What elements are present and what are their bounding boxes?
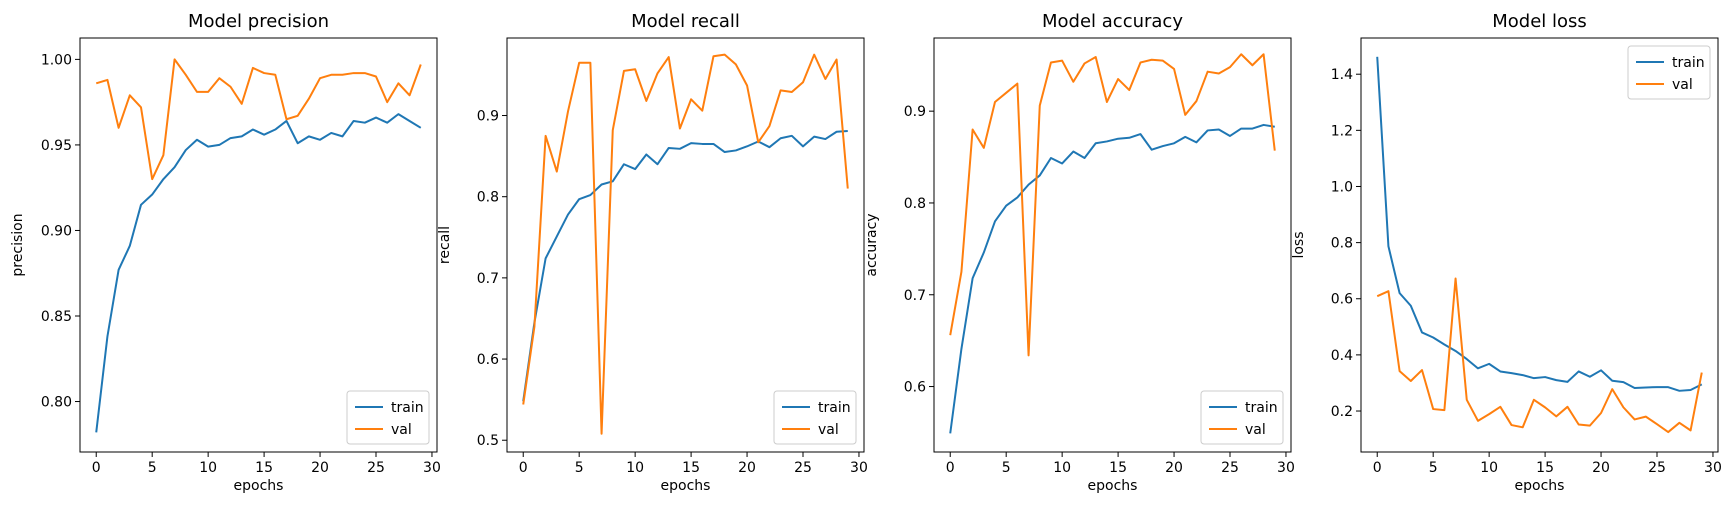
loss-x-tick-label: 0 — [1373, 460, 1382, 476]
loss-y-axis-label: loss — [1291, 231, 1307, 258]
recall-x-tick-label: 15 — [682, 460, 700, 476]
recall-x-tick-label: 5 — [575, 460, 584, 476]
loss-x-tick-label: 25 — [1648, 460, 1666, 476]
accuracy-x-axis-label: epochs — [1088, 478, 1138, 494]
accuracy-series-val-line — [949, 53, 1276, 357]
precision-axes-frame — [79, 37, 438, 453]
accuracy-chart-title: Model accuracy — [1042, 11, 1183, 32]
recall-y-tick-label: 0.5 — [477, 433, 499, 449]
loss-legend: train val — [1627, 45, 1711, 100]
recall-y-tick-label: 0.7 — [477, 271, 499, 287]
precision-x-tick-label: 15 — [255, 460, 273, 476]
precision-x-tick-label: 0 — [92, 460, 101, 476]
precision-legend-box — [346, 390, 430, 445]
precision-x-tick-label: 20 — [311, 460, 329, 476]
loss-y-tick-label: 0.4 — [1331, 348, 1353, 364]
loss-legend-label-train: train — [1672, 55, 1705, 71]
loss-y-tick-label: 0.6 — [1331, 292, 1353, 308]
loss-legend-label-val: val — [1672, 77, 1693, 93]
precision-chart: Model precision 0 5 10 15 20 25 30 0.80 0.85 0.90 0… — [10, 11, 441, 494]
loss-x-tick-label: 30 — [1704, 460, 1722, 476]
accuracy-legend-box — [1200, 390, 1284, 445]
precision-x-tick-label: 5 — [148, 460, 157, 476]
precision-x-tick-label: 30 — [423, 460, 441, 476]
precision-y-tick-label: 1.00 — [41, 52, 72, 68]
accuracy-chart: Model accuracy 0 5 10 15 20 25 30 0.6 0.7 0.8 0.9 ep… — [864, 11, 1295, 494]
accuracy-x-tick-label: 25 — [1221, 460, 1239, 476]
accuracy-x-tick-label: 30 — [1277, 460, 1295, 476]
precision-series-train-line — [95, 113, 422, 433]
recall-series-train-line — [522, 129, 848, 402]
loss-chart: Model loss 0 5 10 15 20 25 30 0.2 0.4 0.6 0.8 1.0 1.2… — [1291, 11, 1722, 494]
precision-x-axis-label: epochs — [234, 478, 284, 494]
recall-y-tick-label: 0.9 — [477, 109, 499, 125]
accuracy-y-tick-label: 0.7 — [904, 288, 926, 304]
loss-x-tick-label: 20 — [1592, 460, 1610, 476]
precision-y-tick-label: 0.85 — [41, 309, 72, 325]
accuracy-y-tick-label: 0.6 — [904, 380, 926, 396]
recall-x-tick-label: 30 — [850, 460, 868, 476]
loss-x-tick-label: 10 — [1480, 460, 1498, 476]
precision-chart-title: Model precision — [188, 11, 329, 32]
loss-y-tick-label: 0.8 — [1331, 236, 1353, 252]
recall-x-tick-label: 0 — [519, 460, 528, 476]
recall-x-tick-label: 25 — [794, 460, 812, 476]
recall-x-tick-label: 20 — [738, 460, 756, 476]
loss-axes-frame — [1360, 37, 1719, 453]
accuracy-y-axis-label: accuracy — [864, 213, 880, 276]
accuracy-x-tick-label: 15 — [1109, 460, 1127, 476]
recall-y-axis-label: recall — [437, 226, 453, 264]
recall-x-tick-label: 10 — [626, 460, 644, 476]
accuracy-legend-label-val: val — [1245, 422, 1266, 438]
accuracy-legend-label-train: train — [1245, 400, 1278, 416]
precision-legend-label-val: val — [391, 422, 412, 438]
precision-x-tick-label: 10 — [199, 460, 217, 476]
accuracy-legend: train val — [1200, 390, 1284, 445]
recall-chart-title: Model recall — [631, 11, 740, 32]
recall-legend: train val — [773, 390, 857, 445]
accuracy-axes-frame — [933, 37, 1292, 453]
loss-y-tick-label: 0.2 — [1331, 404, 1353, 420]
recall-chart: Model recall 0 5 10 15 20 25 30 0.5 0.6 0.7 0.8 0.9 e… — [437, 11, 868, 494]
loss-legend-box — [1627, 45, 1711, 100]
precision-y-tick-label: 0.95 — [41, 138, 72, 154]
loss-chart-title: Model loss — [1492, 11, 1587, 32]
loss-series-val-line — [1376, 277, 1703, 434]
accuracy-x-tick-label: 10 — [1053, 460, 1071, 476]
loss-x-axis-label: epochs — [1515, 478, 1565, 494]
recall-legend-label-train: train — [818, 400, 851, 416]
loss-x-tick-label: 15 — [1536, 460, 1554, 476]
accuracy-x-tick-label: 0 — [946, 460, 955, 476]
recall-y-tick-label: 0.8 — [477, 190, 499, 206]
loss-series-train-line — [1376, 56, 1703, 392]
precision-legend-label-train: train — [391, 400, 424, 416]
accuracy-y-tick-label: 0.9 — [904, 104, 926, 120]
precision-series-val-line — [95, 58, 422, 181]
loss-y-tick-label: 1.4 — [1331, 67, 1353, 83]
precision-legend: train val — [346, 390, 430, 445]
recall-legend-box — [773, 390, 857, 445]
recall-x-axis-label: epochs — [661, 478, 711, 494]
recall-legend-label-val: val — [818, 422, 839, 438]
recall-y-tick-label: 0.6 — [477, 352, 499, 368]
accuracy-series-train-line — [949, 123, 1275, 434]
accuracy-x-tick-label: 20 — [1165, 460, 1183, 476]
loss-x-tick-label: 5 — [1429, 460, 1438, 476]
recall-axes-frame — [506, 37, 865, 453]
accuracy-x-tick-label: 5 — [1002, 460, 1011, 476]
accuracy-y-tick-label: 0.8 — [904, 196, 926, 212]
precision-y-axis-label: precision — [10, 213, 26, 276]
loss-y-tick-label: 1.0 — [1331, 179, 1353, 195]
recall-series-val-line — [522, 53, 849, 435]
precision-y-tick-label: 0.90 — [41, 223, 72, 239]
precision-y-tick-label: 0.80 — [41, 395, 72, 411]
precision-x-tick-label: 25 — [367, 460, 385, 476]
loss-y-tick-label: 1.2 — [1331, 123, 1353, 139]
